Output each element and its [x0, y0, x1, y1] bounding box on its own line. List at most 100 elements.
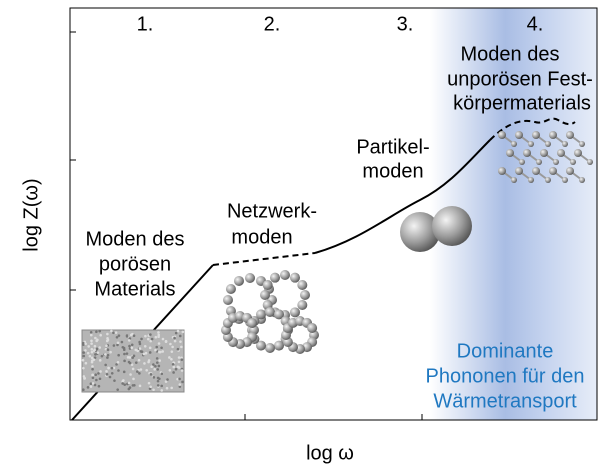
porous-grain [170, 387, 173, 390]
network-ball [265, 343, 275, 353]
porous-grain [147, 338, 150, 341]
network-ball [290, 307, 300, 317]
porous-grain [133, 384, 136, 387]
porous-grain [91, 368, 94, 371]
porous-grain [107, 354, 110, 357]
lattice-atom [515, 167, 523, 175]
porous-grain [90, 385, 93, 388]
porous-grain [82, 359, 85, 362]
porous-grain [90, 342, 93, 345]
porous-grain [162, 338, 165, 341]
porous-grain [110, 330, 113, 333]
lattice-atom [545, 177, 551, 183]
porous-grain [157, 331, 160, 334]
porous-grain [174, 340, 177, 343]
lattice-atom [523, 149, 531, 157]
porous-grain [144, 335, 147, 338]
porous-grain [91, 357, 94, 360]
porous-grain [170, 358, 173, 361]
porous-grain [98, 385, 101, 388]
porous-grain [179, 335, 182, 338]
porous-grain [160, 389, 163, 392]
network-ball [274, 341, 284, 351]
porous-grain [97, 372, 100, 375]
porous-grain [180, 346, 183, 349]
porous-grain [129, 356, 132, 359]
network-ball [247, 318, 257, 328]
lattice-atom [545, 141, 551, 147]
lattice-atom [536, 159, 542, 165]
porous-grain [123, 348, 126, 351]
porous-grain [182, 331, 185, 334]
porous-grain [149, 347, 152, 350]
porous-grain [160, 346, 163, 349]
porous-grain [140, 350, 143, 353]
porous-grain [85, 362, 88, 365]
porous-grain [158, 342, 161, 345]
lattice-atom [519, 159, 525, 165]
porous-grain [122, 346, 125, 349]
porous-grain [112, 331, 115, 334]
porous-grain [153, 376, 156, 379]
network-ball [256, 309, 266, 319]
porous-grain [126, 334, 129, 337]
porous-grain [140, 338, 143, 341]
porous-grain [107, 348, 110, 351]
network-ball [270, 273, 280, 283]
porous-grain [177, 365, 180, 368]
network-ball [223, 295, 233, 305]
annotation: porösen [99, 253, 171, 275]
porous-grain [129, 373, 132, 376]
porous-grain [109, 376, 112, 379]
porous-grain [94, 373, 97, 376]
porous-grain [161, 372, 164, 375]
porous-grain [178, 361, 181, 364]
porous-grain [98, 346, 101, 349]
lattice-atom [528, 177, 534, 183]
porous-grain [149, 351, 152, 354]
porous-grain [104, 353, 107, 356]
porous-grain [87, 352, 90, 355]
porous-grain [181, 358, 184, 361]
porous-grain [152, 388, 155, 391]
porous-grain [147, 361, 150, 364]
lattice-atom [498, 131, 506, 139]
annotation: Materials [94, 278, 175, 300]
porous-grain [82, 355, 85, 358]
porous-grain [95, 330, 98, 333]
lattice-atom [587, 159, 593, 165]
porous-grain [135, 361, 138, 364]
porous-grain [113, 379, 116, 382]
porous-grain [165, 340, 168, 343]
porous-grain [156, 357, 159, 360]
porous-grain [84, 349, 87, 352]
network-ball [297, 280, 307, 290]
porous-grain [158, 359, 161, 362]
porous-grain [139, 385, 142, 388]
porous-grain [155, 336, 158, 339]
porous-grain [92, 376, 95, 379]
lattice-atom [566, 167, 574, 175]
porous-grain [138, 359, 141, 362]
annotation-highlight: Dominante [457, 340, 554, 362]
porous-grain [84, 342, 87, 345]
porous-grain [106, 356, 109, 359]
lattice-atom [579, 177, 585, 183]
porous-grain [117, 341, 120, 344]
network-ball [280, 270, 290, 280]
porous-grain [175, 332, 178, 335]
porous-grain [156, 368, 159, 371]
porous-grain [157, 335, 160, 338]
network-ball [265, 307, 275, 317]
annotation-highlight: Wärmetransport [433, 390, 577, 412]
porous-grain [104, 364, 107, 367]
annotation: Moden des [86, 228, 185, 250]
porous-grain [121, 341, 124, 344]
annotation-highlight: Phononen für den [425, 365, 584, 387]
porous-grain [96, 339, 99, 342]
porous-grain [166, 387, 169, 390]
porous-grain [92, 382, 95, 385]
porous-grain [181, 369, 184, 372]
porous-grain [91, 348, 94, 351]
porous-grain [115, 363, 118, 366]
